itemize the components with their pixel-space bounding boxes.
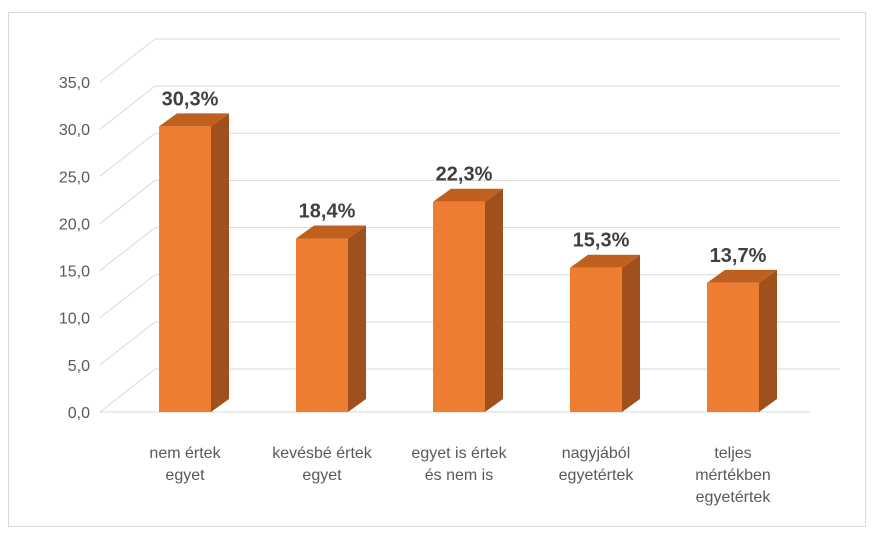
bar-side	[485, 188, 503, 412]
y-tick-label: 20,0	[59, 216, 90, 233]
bar-front	[296, 238, 348, 412]
bar	[296, 225, 366, 412]
bar-side	[348, 225, 366, 412]
bar-side	[759, 269, 777, 412]
category-label-line: egyet	[165, 467, 205, 484]
bar-top	[570, 254, 640, 268]
category-label: egyet is értek és nem is	[411, 445, 507, 484]
bar-front	[570, 267, 622, 412]
data-label: 15,3%	[573, 230, 630, 252]
gridline-side	[99, 227, 156, 271]
bar	[570, 254, 640, 412]
y-axis-tick-labels: 0,0 5,0 10,0 15,0 20,0 25,0 30,0 35,0	[59, 75, 90, 422]
bar	[433, 188, 503, 412]
category-label: teljes mértékben egyetértek	[695, 445, 771, 506]
bar-front	[433, 201, 485, 412]
category-label: nem értek egyet	[149, 445, 221, 484]
category-label-line: és nem is	[425, 467, 493, 484]
category-label-line: egyet is értek	[411, 445, 507, 462]
bar-front	[707, 282, 759, 412]
category-label: kevésbé értek egyet	[272, 445, 373, 484]
y-tick-label: 10,0	[59, 311, 90, 328]
bar-front	[159, 126, 211, 413]
data-label: 30,3%	[162, 88, 219, 110]
category-label-line: mértékben	[695, 467, 771, 484]
category-labels: nem értek egyet kevésbé értek egyet egyet is…	[149, 445, 771, 506]
category-label-line: egyetértek	[696, 489, 772, 506]
gridline-side	[99, 321, 156, 366]
category-label-line: kevésbé értek	[272, 445, 373, 462]
y-tick-label: 0,0	[68, 405, 90, 422]
bar-side	[211, 113, 229, 413]
bar-side	[622, 254, 640, 412]
y-tick-label: 15,0	[59, 264, 90, 281]
gridline-side	[99, 274, 156, 319]
category-label: nagyjából egyetértek	[559, 445, 635, 484]
data-label: 18,4%	[299, 201, 356, 223]
data-label: 13,7%	[710, 245, 767, 267]
bar-top	[707, 269, 777, 283]
category-label-line: egyet	[302, 467, 342, 484]
category-label-line: teljes	[714, 445, 751, 462]
bar-top	[433, 188, 503, 202]
y-tick-label: 35,0	[59, 75, 90, 92]
y-tick-label: 25,0	[59, 169, 90, 186]
bar-top	[296, 225, 366, 239]
gridline-side	[99, 38, 156, 83]
gridline-side	[99, 85, 156, 130]
gridline-side	[99, 132, 156, 177]
gridline-side	[99, 368, 156, 413]
category-label-line: nem értek	[149, 445, 221, 462]
data-label: 22,3%	[436, 164, 493, 186]
gridline-side	[99, 180, 156, 224]
y-tick-label: 5,0	[68, 358, 90, 375]
bars	[159, 113, 777, 413]
data-labels: 30,3% 18,4% 22,3% 15,3% 13,7%	[162, 88, 767, 267]
y-tick-label: 30,0	[59, 122, 90, 139]
bar	[159, 113, 229, 413]
category-label-line: egyetértek	[559, 467, 635, 484]
bar	[707, 269, 777, 412]
bar-top	[159, 113, 229, 127]
category-label-line: nagyjából	[562, 445, 631, 462]
